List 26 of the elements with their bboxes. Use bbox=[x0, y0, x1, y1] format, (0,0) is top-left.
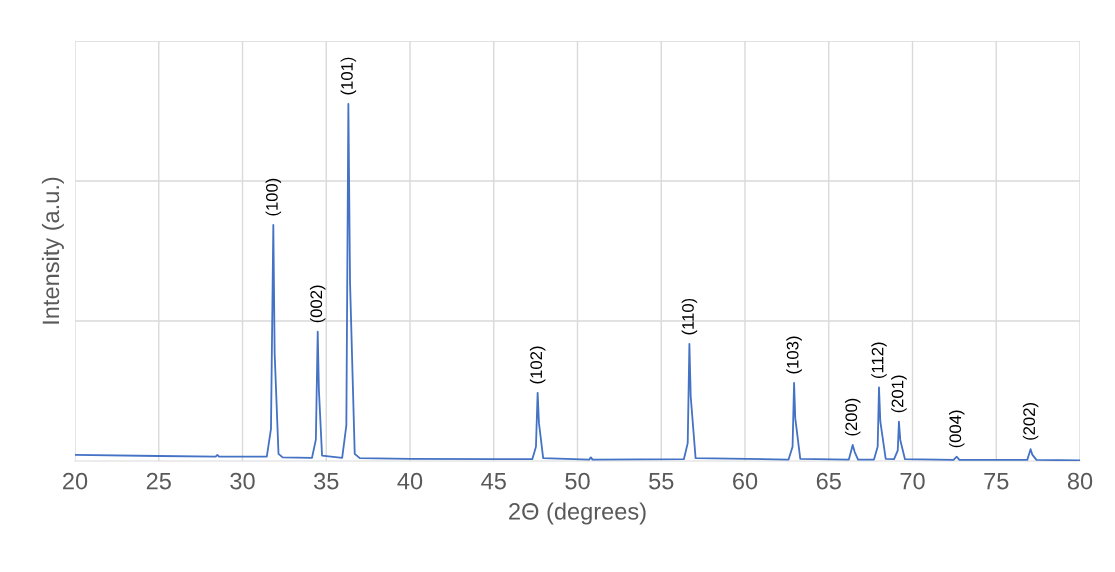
annotation: (102) bbox=[529, 346, 546, 384]
x-axis-title: 2Θ (degrees) bbox=[509, 502, 646, 525]
annotation: (002) bbox=[309, 285, 326, 323]
x-tick-label: 30 bbox=[230, 472, 255, 490]
x-tick-label: 70 bbox=[900, 472, 925, 490]
annotation: (004) bbox=[948, 410, 965, 448]
annotation: (201) bbox=[891, 375, 907, 413]
x-tick-label: 60 bbox=[733, 472, 758, 490]
x-tick-label: 40 bbox=[397, 472, 423, 490]
x-tick-label: 55 bbox=[649, 472, 674, 490]
annotation: (103) bbox=[786, 336, 802, 374]
x-tick-label: 80 bbox=[1067, 472, 1093, 490]
y-axis-title: Intensity (a.u.) bbox=[41, 177, 64, 324]
x-tick-label: 50 bbox=[565, 472, 590, 490]
annotation: (101) bbox=[340, 57, 357, 95]
annotation: (112) bbox=[871, 342, 887, 379]
x-tick-label: 20 bbox=[63, 472, 88, 490]
x-tick-label: 75 bbox=[984, 472, 1009, 490]
x-tick-label: 45 bbox=[481, 472, 506, 490]
x-tick-label: 35 bbox=[314, 472, 339, 490]
annotation: (200) bbox=[844, 398, 861, 436]
x-tick-label: 25 bbox=[146, 472, 171, 490]
annotation: (110) bbox=[681, 298, 698, 335]
x-tick-label: 65 bbox=[816, 472, 841, 490]
annotation: (100) bbox=[265, 178, 282, 216]
annotation: (202) bbox=[1022, 403, 1039, 440]
